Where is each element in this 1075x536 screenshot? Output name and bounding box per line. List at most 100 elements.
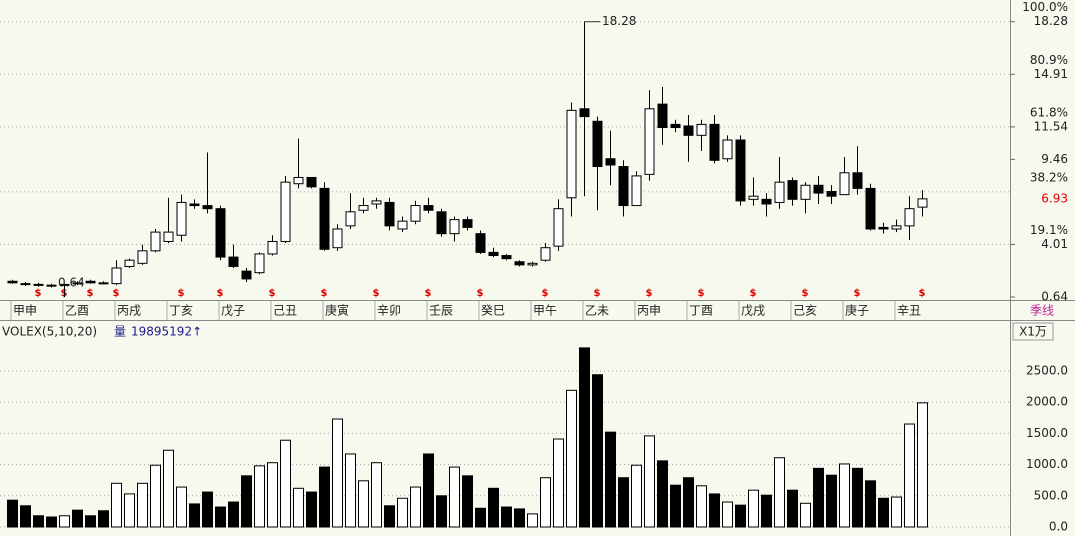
x-tick-label: 丁酉 (689, 304, 713, 318)
volume-bar (657, 460, 668, 528)
candle-body (865, 187, 876, 230)
x-tick-label: 戊子 (221, 304, 245, 318)
fib-label: 19.1% (1030, 223, 1068, 237)
volume-bar (709, 493, 720, 528)
x-tick-label: 辛丑 (897, 304, 921, 318)
volume-bar (592, 374, 603, 528)
candle-body (410, 205, 421, 222)
volume-bar (267, 462, 278, 528)
candle-body (72, 282, 83, 285)
candle-body (696, 123, 707, 136)
volume-bar (761, 494, 772, 528)
fib-label: 61.8% (1030, 105, 1068, 119)
candle-body (670, 123, 681, 129)
volume-bar (449, 466, 460, 528)
fib-label: 80.9% (1030, 53, 1068, 67)
candle-body (800, 184, 811, 200)
candle-body (46, 284, 57, 287)
candle-body (345, 211, 356, 227)
candle-body (657, 103, 668, 129)
volume-bar (163, 449, 174, 528)
dividend-marker: $ (425, 288, 432, 299)
volume-bar (345, 453, 356, 528)
dividend-marker: $ (477, 288, 484, 299)
candle-body (618, 166, 629, 207)
candle-body (683, 125, 694, 136)
dividend-marker: $ (113, 288, 120, 299)
volume-bar (111, 482, 122, 528)
candle-body (150, 231, 161, 252)
volume-bar (72, 509, 83, 528)
volume-bar (150, 464, 161, 528)
candle-body (371, 200, 382, 205)
volume-bar (189, 503, 200, 528)
candle-body (722, 139, 733, 160)
candle-body (20, 283, 31, 286)
candle-body (761, 198, 772, 205)
volume-bar (904, 423, 915, 528)
candle-body (579, 108, 590, 118)
y-tick-label: 14.91 (1034, 67, 1068, 81)
candle-body (787, 180, 798, 200)
candle-body (215, 208, 226, 258)
dividend-marker: $ (646, 288, 653, 299)
candle-body (553, 208, 564, 247)
x-tick-label: 乙未 (585, 304, 609, 318)
volume-bar (410, 486, 421, 528)
volume-bar (852, 467, 863, 528)
candle-body (891, 225, 902, 230)
x-tick-label: 庚子 (845, 303, 869, 318)
candle-body (241, 270, 252, 280)
volume-bar (475, 507, 486, 528)
volume-bar (371, 462, 382, 528)
candle-body (774, 181, 785, 203)
x-tick-label: 甲申 (13, 304, 37, 318)
volume-bar (215, 506, 226, 528)
dividend-marker: $ (87, 288, 94, 299)
unit-label: X1万 (1019, 325, 1047, 339)
x-tick-label: 乙酉 (65, 304, 89, 318)
dividend-marker: $ (698, 288, 705, 299)
dividend-marker: $ (750, 288, 757, 299)
candle-body (592, 120, 603, 168)
fib-label: 38.2% (1030, 170, 1068, 184)
candle-body (189, 203, 200, 207)
candle-body (852, 172, 863, 189)
y-tick-label: 4.01 (1041, 237, 1068, 251)
candle-body (111, 267, 122, 285)
volume-bar (7, 499, 18, 528)
candle-body (501, 255, 512, 260)
candle-body (228, 256, 239, 267)
dividend-marker: $ (269, 288, 276, 299)
x-tick-label: 辛卯 (377, 304, 401, 318)
volume-bar (33, 515, 44, 528)
candle-body (488, 251, 499, 257)
fib-label: 100.0% (1022, 0, 1068, 14)
volume-bar (202, 491, 213, 528)
period-label: 季线 (1030, 304, 1054, 318)
dividend-marker: $ (919, 288, 926, 299)
dividend-marker: $ (321, 288, 328, 299)
candle-body (540, 247, 551, 261)
volume-bar (540, 477, 551, 528)
y-tick-label: 500.0 (1034, 488, 1068, 502)
volume-bar (722, 501, 733, 528)
candle-body (735, 139, 746, 202)
volume-bar (124, 493, 135, 528)
candle-body (267, 240, 278, 255)
y-tick-label: 0.64 (1041, 290, 1068, 304)
candle-body (423, 205, 434, 211)
candle-body (137, 250, 148, 264)
volume-bar (85, 515, 96, 528)
x-tick-label: 己亥 (793, 304, 817, 318)
volume-bar (397, 497, 408, 528)
candle-body (436, 211, 447, 235)
volume-bar (579, 347, 590, 528)
candle-body (566, 109, 577, 199)
candle-body (826, 191, 837, 197)
volume-bar (670, 484, 681, 528)
x-tick-label: 丙戌 (117, 304, 141, 318)
volume-bar (878, 497, 889, 528)
candle-body (59, 283, 70, 286)
